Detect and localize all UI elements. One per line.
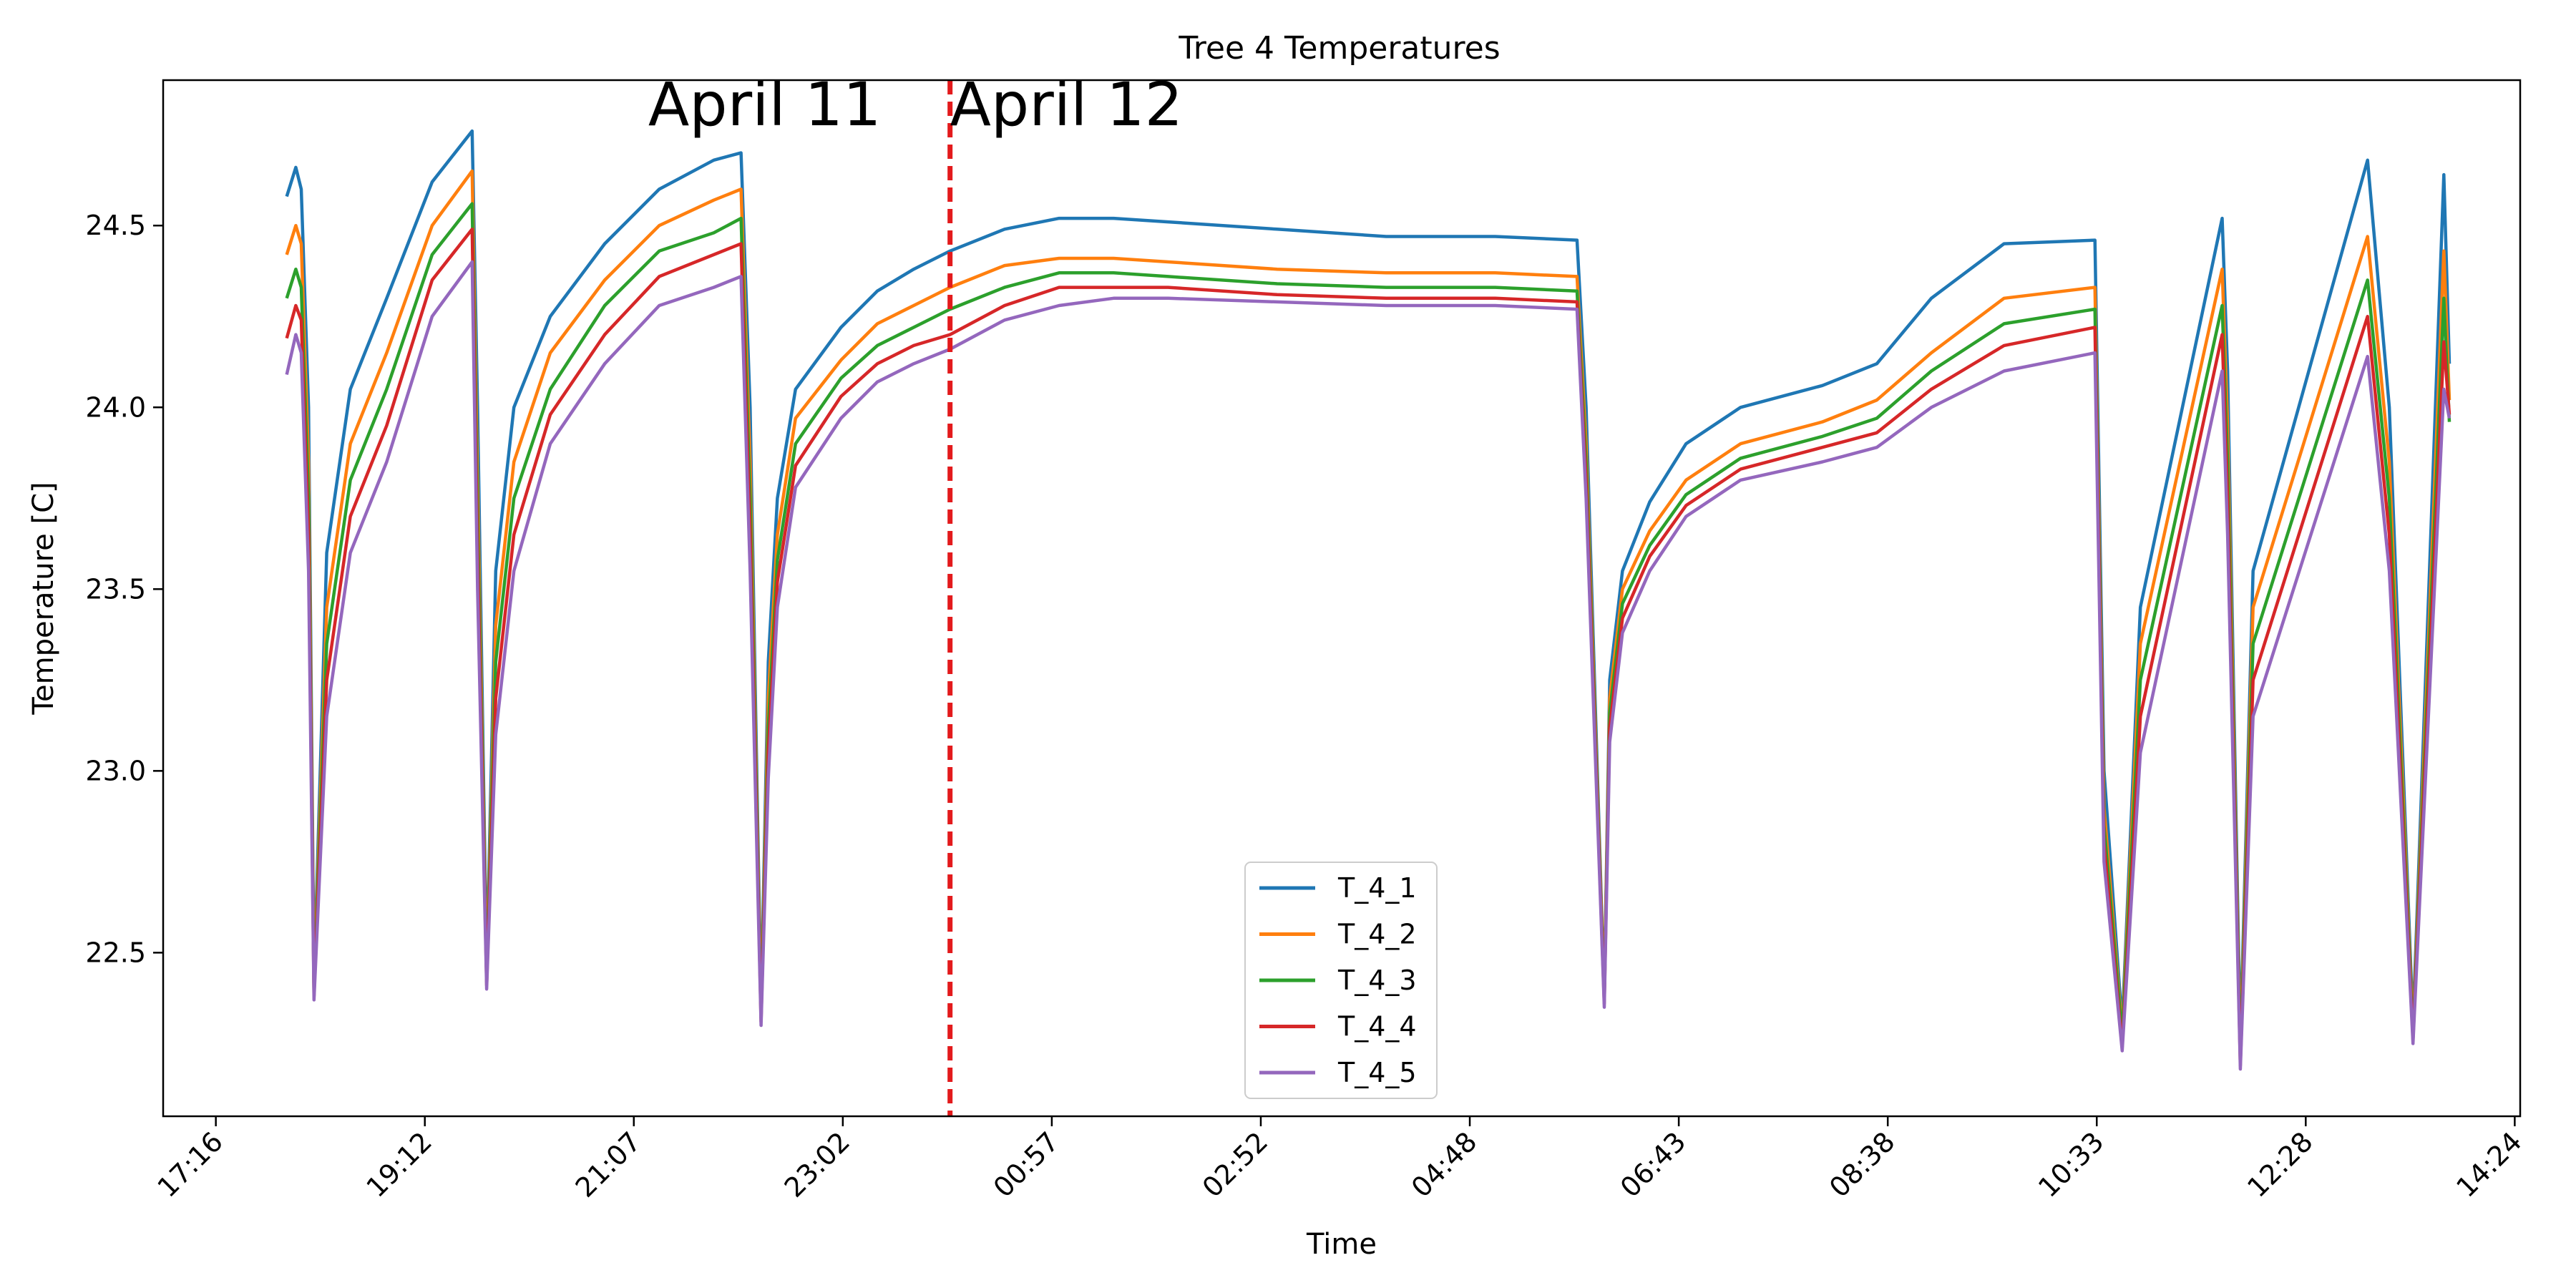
plot-frame bbox=[162, 79, 2522, 1118]
series-layer bbox=[285, 129, 2451, 1071]
annotation-label-1: April 11 bbox=[648, 69, 882, 140]
y-tick-label: 22.5 bbox=[85, 937, 146, 968]
legend-label-t_4_4: T_4_4 bbox=[1337, 1011, 1417, 1043]
chart-title: Tree 4 Temperatures bbox=[1178, 30, 1500, 67]
series-line-t_4_5 bbox=[285, 260, 2451, 1071]
legend-box bbox=[1244, 862, 1438, 1099]
y-axis: 22.5 23.0 23.5 24.0 24.5 bbox=[85, 210, 163, 968]
plot-area: April 11 April 12 bbox=[162, 69, 2522, 1118]
y-axis-label: Temperature [C] bbox=[27, 482, 60, 715]
legend-label-t_4_1: T_4_1 bbox=[1337, 872, 1417, 904]
legend-label-t_4_3: T_4_3 bbox=[1337, 965, 1417, 996]
y-tick-label: 24.5 bbox=[85, 210, 146, 241]
y-tick-label: 23.5 bbox=[85, 573, 146, 605]
annotation-layer: April 11 April 12 bbox=[648, 69, 1183, 140]
legend: T_4_1 T_4_2 T_4_3 T_4_4 T_4_5 bbox=[1244, 862, 1438, 1099]
legend-items: T_4_1 T_4_2 T_4_3 T_4_4 T_4_5 bbox=[1259, 872, 1417, 1088]
y-tick-label: 23.0 bbox=[85, 755, 146, 786]
x-axis-label: Time bbox=[1306, 1228, 1377, 1261]
legend-label-t_4_2: T_4_2 bbox=[1337, 919, 1417, 950]
y-tick-label: 24.0 bbox=[85, 391, 146, 423]
annotation-label-2: April 12 bbox=[950, 69, 1183, 140]
legend-label-t_4_5: T_4_5 bbox=[1337, 1057, 1417, 1088]
